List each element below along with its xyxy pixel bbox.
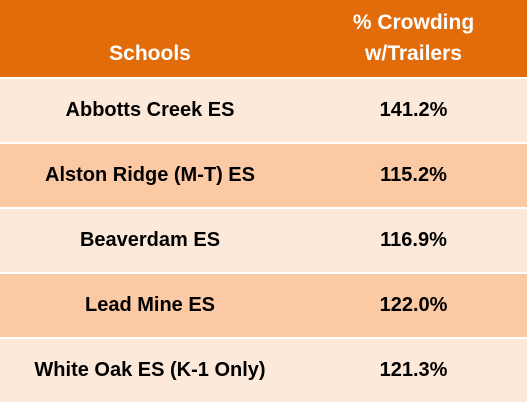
crowding-cell: 141.2% <box>300 77 527 143</box>
table-header: Schools % Crowding w/Trailers <box>0 0 527 78</box>
header-text: w/Trailers <box>365 42 462 65</box>
crowding-cell: 115.2% <box>300 142 527 208</box>
table-row: Abbotts Creek ES 141.2% <box>0 77 527 143</box>
table-row: White Oak ES (K-1 Only) 121.3% <box>0 337 527 402</box>
table-row: Beaverdam ES 116.9% <box>0 207 527 273</box>
header-text: % Crowding <box>352 11 475 34</box>
crowding-cell: 121.3% <box>300 337 527 402</box>
crowding-cell: 122.0% <box>300 272 527 338</box>
school-cell: Lead Mine ES <box>0 272 300 338</box>
crowding-cell: 116.9% <box>300 207 527 273</box>
school-cell: Abbotts Creek ES <box>0 77 300 143</box>
table-row: Lead Mine ES 122.0% <box>0 272 527 338</box>
school-cell: White Oak ES (K-1 Only) <box>0 337 300 402</box>
header-cell: Schools <box>0 0 300 78</box>
table-body: Abbotts Creek ES 141.2% Alston Ridge (M-T)… <box>0 77 527 402</box>
school-cell: Alston Ridge (M-T) ES <box>0 142 300 208</box>
header-text: Schools <box>109 42 191 65</box>
header-row: Schools % Crowding w/Trailers <box>0 0 527 78</box>
school-cell: Beaverdam ES <box>0 207 300 273</box>
header-cell: % Crowding w/Trailers <box>300 0 527 78</box>
table-row: Alston Ridge (M-T) ES 115.2% <box>0 142 527 208</box>
